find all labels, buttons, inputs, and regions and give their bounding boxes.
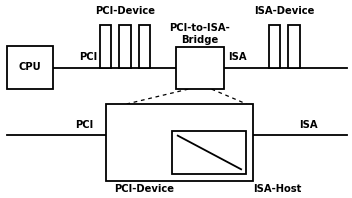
FancyBboxPatch shape [7,46,53,89]
Text: PCI: PCI [79,52,97,62]
Text: ISA: ISA [299,120,317,130]
Text: PCI-Device: PCI-Device [95,6,155,16]
FancyBboxPatch shape [176,47,224,89]
FancyBboxPatch shape [119,25,131,68]
Text: PCI-to-ISA-
Bridge: PCI-to-ISA- Bridge [169,23,230,45]
FancyBboxPatch shape [100,25,111,68]
FancyBboxPatch shape [269,25,281,68]
Text: PCI: PCI [75,120,94,130]
Text: ISA-Device: ISA-Device [254,6,315,16]
FancyBboxPatch shape [288,25,300,68]
FancyBboxPatch shape [106,104,253,181]
Text: ISA-Host: ISA-Host [253,184,302,194]
FancyBboxPatch shape [139,25,150,68]
Text: CPU: CPU [19,62,41,72]
Text: PCI-Device: PCI-Device [114,184,174,194]
FancyBboxPatch shape [172,131,246,174]
Text: ISA: ISA [228,52,247,62]
